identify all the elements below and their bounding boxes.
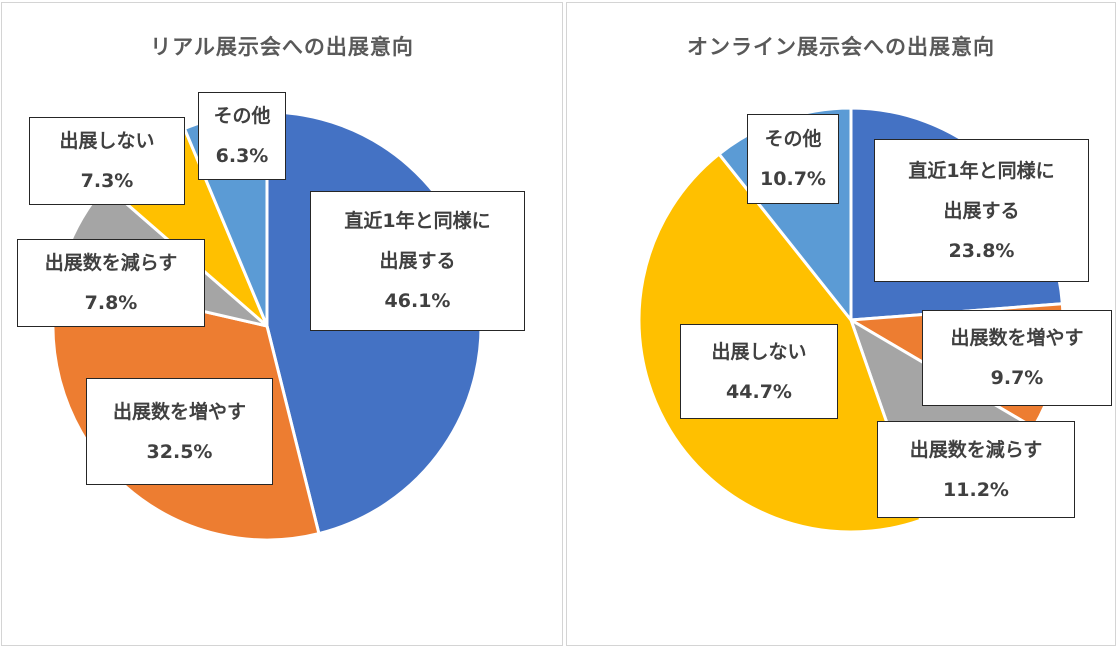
chart-title: リアル展示会への出展意向 xyxy=(150,35,414,59)
data-label-category: 直近1年と同様に xyxy=(908,159,1055,182)
data-label-value: 32.5% xyxy=(146,440,213,463)
online-exhibition-chart-panel: オンライン展示会への出展意向 直近1年と同様に 出展する 23.8% 出展数を増やす 9… xyxy=(566,2,1116,646)
data-label-value: 6.3% xyxy=(215,145,269,167)
data-label-category: 出展数を増やす xyxy=(112,400,246,423)
data-label-value: 23.8% xyxy=(948,239,1015,262)
data-label-category: その他 xyxy=(764,128,822,150)
data-label: 直近1年と同様に 出展する 23.8% xyxy=(874,139,1089,282)
data-label-value: 44.7% xyxy=(726,380,792,403)
data-label: 出展数を増やす 32.5% xyxy=(86,378,273,485)
data-label-category: 出展する xyxy=(379,250,456,272)
data-label-value: 9.7% xyxy=(990,367,1044,389)
data-label-category: 出展しない xyxy=(711,340,807,363)
data-label-category: 出展する xyxy=(943,199,1020,222)
data-label: 出展数を減らす 11.2% xyxy=(877,421,1075,518)
data-label-category: 出展数を減らす xyxy=(909,438,1043,461)
data-label-category: 出展しない xyxy=(59,130,155,152)
data-label-value: 7.3% xyxy=(80,170,134,192)
data-label-value: 11.2% xyxy=(943,478,1009,501)
data-label-value: 46.1% xyxy=(384,290,451,312)
data-label: 直近1年と同様に 出展する 46.1% xyxy=(310,191,525,331)
data-label-value: 7.8% xyxy=(84,292,138,314)
data-label: 出展しない 44.7% xyxy=(680,324,838,419)
chart-title: オンライン展示会への出展意向 xyxy=(687,35,995,59)
data-label: その他 10.7% xyxy=(747,114,839,204)
data-label: 出展しない 7.3% xyxy=(29,117,185,205)
data-label-value: 10.7% xyxy=(760,168,826,190)
data-label-category: その他 xyxy=(213,105,271,127)
data-label: 出展数を減らす 7.8% xyxy=(17,239,205,327)
real-exhibition-chart-panel: リアル展示会への出展意向 直近1年と同様に 出展する 46.1% 出展数を増やす 32.… xyxy=(1,2,563,646)
data-label: 出展数を増やす 9.7% xyxy=(922,310,1112,406)
data-label-category: 出展数を減らす xyxy=(44,252,178,274)
data-label-category: 直近1年と同様に xyxy=(344,210,491,232)
data-label-category: 出展数を増やす xyxy=(950,327,1084,349)
data-label: その他 6.3% xyxy=(198,92,286,180)
